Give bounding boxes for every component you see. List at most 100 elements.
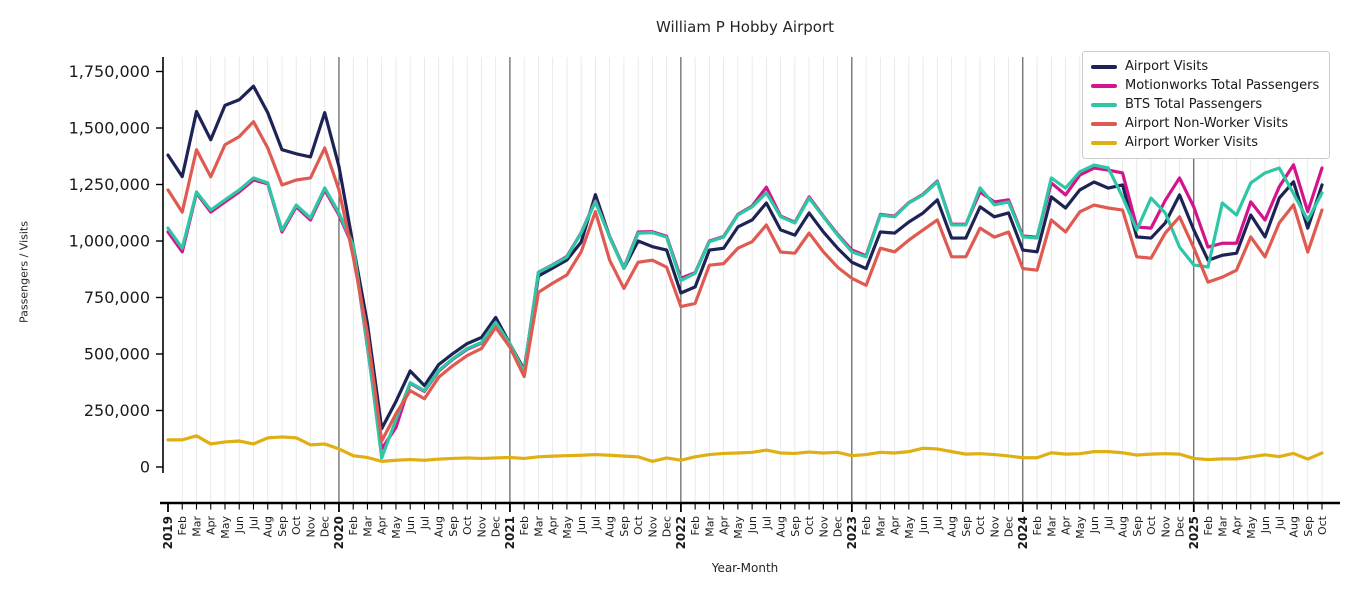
x-tick-label: May [1245, 516, 1258, 539]
x-tick-label: Mar [361, 516, 374, 537]
legend-swatch-motionworks [1091, 84, 1117, 88]
x-tick-label: Mar [1045, 516, 1058, 537]
x-tick-label: Mar [532, 516, 545, 537]
x-tick-label: Apr [1060, 516, 1073, 536]
x-tick-label: Jun [1088, 516, 1101, 534]
x-tick-label: 2021 [503, 516, 517, 549]
x-tick-label: Aug [604, 516, 617, 537]
x-tick-label: Jul [1102, 516, 1115, 530]
series-line-airport-non-worker-visits [166, 120, 1324, 443]
x-tick-label: 2024 [1016, 516, 1030, 549]
legend-swatch-bts [1091, 103, 1117, 107]
chart-title: William P Hobby Airport [655, 18, 835, 36]
x-tick-label: Apr [1231, 516, 1244, 536]
x-tick-label: Oct [803, 515, 816, 535]
x-tick-label: May [903, 516, 916, 539]
x-tick-label: Aug [946, 516, 959, 537]
y-tick-label: 1,250,000 [69, 175, 150, 194]
x-tick-label: Jun [404, 516, 417, 534]
x-tick-label: Mar [1216, 516, 1229, 537]
x-tick-label: Nov [475, 516, 488, 538]
legend-swatch-worker [1091, 141, 1117, 145]
x-tick-label: Oct [1316, 515, 1329, 535]
y-tick-label: 0 [140, 458, 150, 477]
x-tick-label: Apr [718, 516, 731, 536]
x-tick-label: Sep [447, 516, 460, 537]
x-tick-label: Apr [889, 516, 902, 536]
x-tick-label: Apr [205, 516, 218, 536]
x-tick-label: Dec [1174, 516, 1187, 537]
x-tick-label: Nov [988, 516, 1001, 538]
x-tick-label: Nov [304, 516, 317, 538]
x-tick-label: Feb [1202, 516, 1215, 535]
x-tick-label: May [1074, 516, 1087, 539]
x-tick-label: Sep [618, 516, 631, 537]
x-tick-label: Dec [1003, 516, 1016, 537]
y-tick-label: 750,000 [84, 288, 150, 307]
x-tick-label: 2022 [674, 516, 688, 549]
x-tick-label: Feb [1031, 516, 1044, 535]
x-tick-label: Jun [917, 516, 930, 534]
legend-item-airport-visits: Airport Visits [1091, 59, 1319, 75]
legend-swatch-non-worker [1091, 122, 1117, 126]
chart-legend: Airport Visits Motionworks Total Passeng… [1082, 51, 1331, 159]
legend-label: Airport Worker Visits [1125, 135, 1259, 150]
x-tick-label: Dec [319, 516, 332, 537]
y-tick-label: 500,000 [84, 345, 150, 364]
x-tick-label: Feb [176, 516, 189, 535]
x-tick-label: 2023 [845, 516, 859, 549]
x-tick-label: Nov [1159, 516, 1172, 538]
x-tick-label: Mar [874, 516, 887, 537]
x-tick-label: Aug [1117, 516, 1130, 537]
x-tick-label: Sep [789, 516, 802, 537]
x-tick-label: Oct [461, 515, 474, 535]
x-tick-label: Aug [433, 516, 446, 537]
x-tick-label: Feb [347, 516, 360, 535]
legend-label: BTS Total Passengers [1125, 97, 1263, 112]
x-tick-label: Jul [1273, 516, 1286, 530]
legend-item-bts-total-passengers: BTS Total Passengers [1091, 97, 1319, 113]
x-tick-label: Dec [490, 516, 503, 537]
x-tick-label: May [390, 516, 403, 539]
x-tick-label: 2020 [332, 516, 346, 549]
x-tick-label: Sep [1131, 516, 1144, 537]
y-tick-label: 1,000,000 [69, 232, 150, 251]
x-tick-label: Nov [817, 516, 830, 538]
x-tick-label: Mar [703, 516, 716, 537]
legend-swatch-airport-visits [1091, 65, 1117, 69]
x-tick-label: Aug [775, 516, 788, 537]
x-tick-label: Jul [418, 516, 431, 530]
x-tick-label: Aug [262, 516, 275, 537]
x-tick-label: Aug [1288, 516, 1301, 537]
x-tick-label: Feb [689, 516, 702, 535]
legend-label: Airport Non-Worker Visits [1125, 116, 1289, 131]
x-tick-label: Sep [960, 516, 973, 537]
x-tick-label: Sep [1302, 516, 1315, 537]
x-tick-label: Mar [190, 516, 203, 537]
x-tick-label: Oct [1145, 515, 1158, 535]
x-tick-label: May [219, 516, 232, 539]
x-tick-label: Nov [646, 516, 659, 538]
x-tick-label: Jul [931, 516, 944, 530]
x-tick-label: 2025 [1187, 516, 1201, 549]
legend-label: Airport Visits [1125, 59, 1209, 74]
x-tick-label: Apr [547, 516, 560, 536]
legend-item-airport-non-worker-visits: Airport Non-Worker Visits [1091, 116, 1319, 132]
x-tick-label: Feb [860, 516, 873, 535]
series-line-airport-worker-visits [166, 434, 1324, 463]
y-tick-label: 1,500,000 [69, 119, 150, 138]
x-tick-label: Sep [276, 516, 289, 537]
x-tick-label: Oct [632, 515, 645, 535]
legend-label: Motionworks Total Passengers [1125, 78, 1320, 93]
x-tick-label: Jul [760, 516, 773, 530]
legend-item-motionworks-total-passengers: Motionworks Total Passengers [1091, 78, 1319, 94]
x-tick-label: Jun [746, 516, 759, 534]
x-tick-label: Dec [661, 516, 674, 537]
x-tick-label: Jun [233, 516, 246, 534]
x-tick-label: Jul [247, 516, 260, 530]
x-tick-label: Dec [832, 516, 845, 537]
x-axis-title: Year-Month [711, 561, 779, 575]
x-tick-label: May [732, 516, 745, 539]
